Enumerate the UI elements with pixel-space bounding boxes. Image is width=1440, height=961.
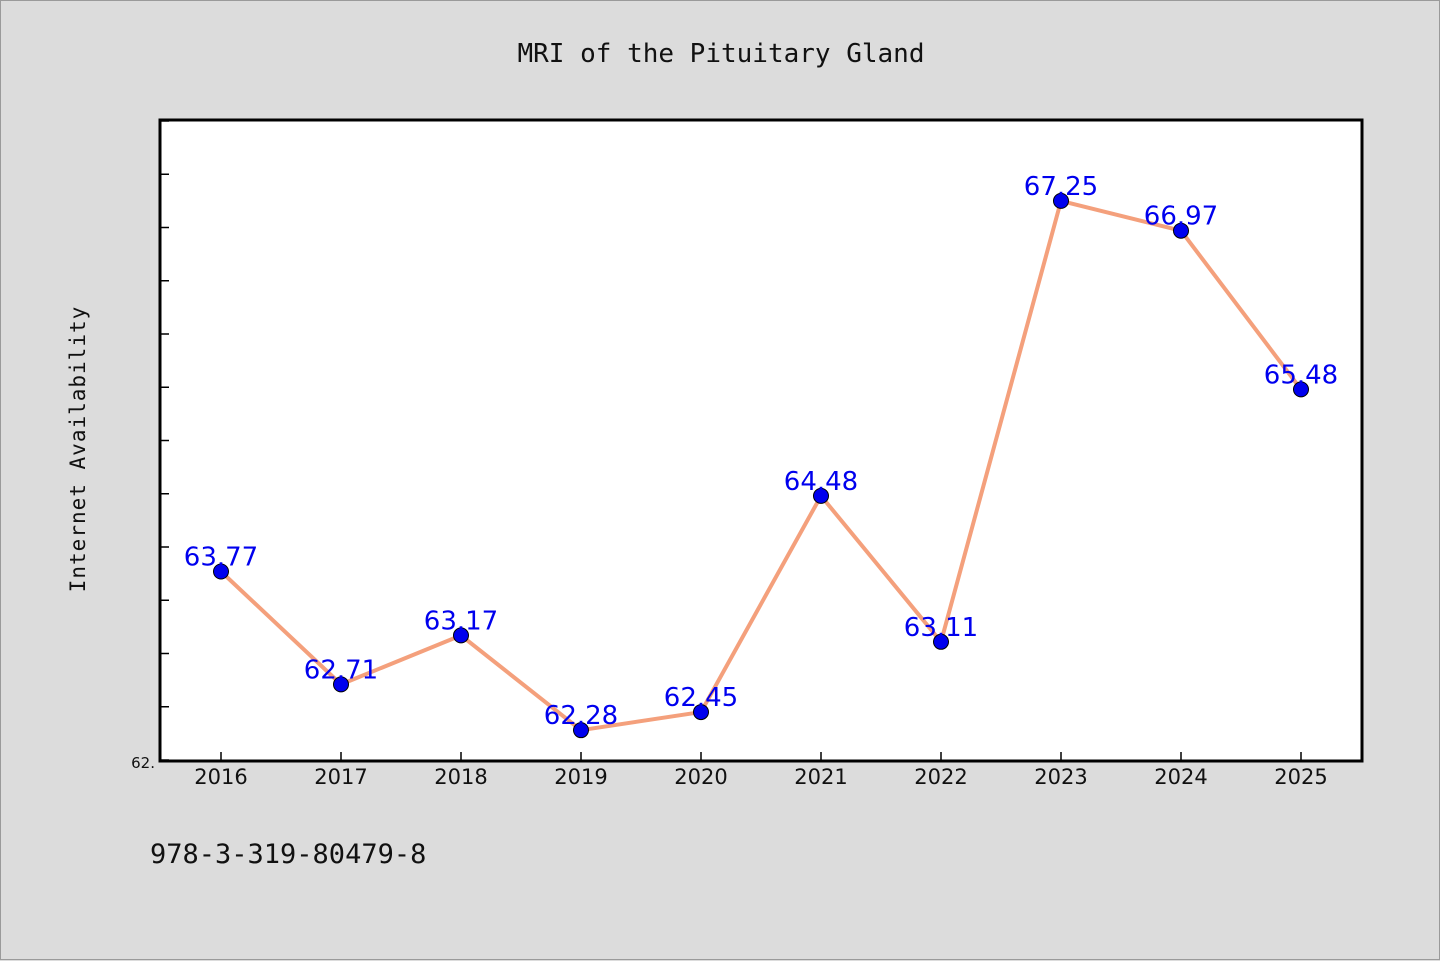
data-point-marker: [453, 627, 469, 644]
x-tick-label: 2019: [554, 765, 607, 789]
x-tick-label: 2020: [674, 765, 727, 789]
data-label: 66.97: [1144, 202, 1218, 232]
data-label: 62.28: [544, 701, 618, 731]
data-point-marker: [213, 563, 229, 580]
data-label: 65.48: [1264, 360, 1338, 390]
x-tick-label: 2022: [914, 765, 967, 789]
y-tick-label: 62.: [131, 754, 155, 772]
data-label: 63.77: [184, 542, 258, 572]
y-axis-label: Internet Availability: [66, 306, 90, 593]
y-axis-ticks: [161, 120, 169, 761]
data-point-marker: [693, 704, 709, 721]
data-label: 62.45: [664, 683, 738, 713]
data-point-marker: [1053, 192, 1069, 209]
data-point-marker: [933, 633, 949, 650]
data-label: 63.17: [424, 606, 498, 636]
x-tick-label: 2021: [794, 765, 847, 789]
data-label: 67.25: [1024, 172, 1098, 202]
x-tick-label: 2017: [314, 765, 367, 789]
data-point-marker: [333, 676, 349, 693]
data-point-marker: [573, 722, 589, 739]
data-label: 64.48: [784, 467, 858, 497]
x-tick-label: 2023: [1034, 765, 1087, 789]
data-label: 62.71: [304, 655, 378, 685]
x-tick-label: 2018: [434, 765, 487, 789]
data-label: 63.11: [904, 613, 978, 643]
x-tick-label: 2025: [1274, 765, 1327, 789]
data-point-marker: [813, 487, 829, 504]
chart-title: MRI of the Pituitary Gland: [518, 39, 925, 69]
series-group: 63.77 62.71 63.17 62.28 62.45 64.48 63.11 67.25…: [184, 172, 1338, 739]
x-tick-label: 2016: [194, 765, 247, 789]
x-axis-ticks: 2016 2017 2018 2019 2020 2021 2022 2023 2024 2025: [194, 752, 1328, 789]
footer-isbn: 978-3-319-80479-8: [150, 839, 426, 870]
data-point-marker: [1173, 222, 1189, 239]
x-tick-label: 2024: [1154, 765, 1207, 789]
series-line: [219, 198, 1303, 733]
data-point-marker: [1293, 381, 1309, 398]
